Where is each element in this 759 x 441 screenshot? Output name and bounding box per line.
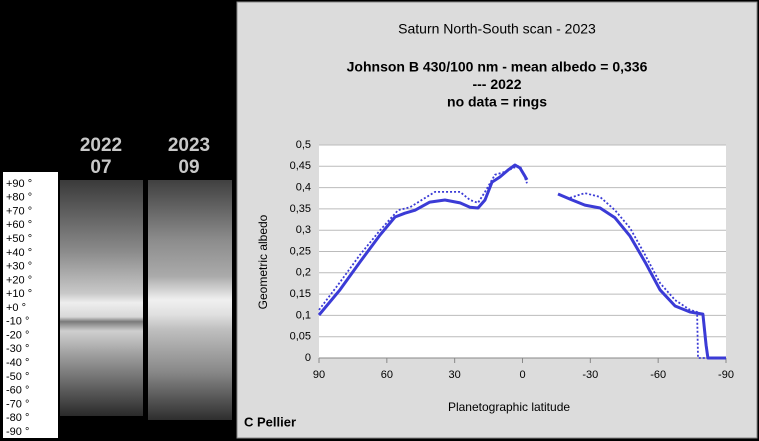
latitude-label: +10 ° — [6, 288, 32, 300]
x-tick-label: 90 — [313, 369, 325, 381]
latitude-label: +60 ° — [6, 219, 32, 231]
y-tick-label: 0,1 — [296, 309, 311, 321]
latitude-label: -10 ° — [6, 316, 29, 328]
latitude-label: +30 ° — [6, 261, 32, 273]
y-tick-label: 0,4 — [296, 182, 311, 194]
latitude-label: +20 ° — [6, 274, 32, 286]
y-tick-label: 0 — [305, 352, 311, 364]
latitude-label: -70 ° — [6, 398, 29, 410]
scan-month: 09 — [178, 157, 199, 178]
latitude-label: -60 ° — [6, 385, 29, 397]
x-tick-label: 0 — [519, 369, 525, 381]
x-tick-label: 30 — [449, 369, 461, 381]
data-line — [317, 163, 726, 360]
latitude-label: -80 ° — [6, 412, 29, 424]
data-line — [318, 165, 726, 359]
scan-strip-2022 — [60, 180, 143, 416]
latitude-label: -20 ° — [6, 329, 29, 341]
y-tick-label: 0,2 — [296, 267, 311, 279]
x-tick-label: -30 — [582, 369, 598, 381]
latitude-label: -30 ° — [6, 343, 29, 355]
scan-month: 07 — [90, 157, 111, 178]
y-axis-label: Geometric albedo — [256, 214, 270, 309]
y-tick-label: 0,15 — [290, 288, 311, 300]
chart-title: Saturn North-South scan - 2023 — [398, 21, 596, 37]
latitude-label: -90 ° — [6, 426, 29, 438]
scan-year: 2023 — [168, 135, 210, 156]
y-tick-label: 0,3 — [296, 224, 311, 236]
latitude-label: +70 ° — [6, 205, 32, 217]
y-tick-label: 0,25 — [290, 245, 311, 257]
chart-subtitle: --- 2022 — [472, 76, 521, 92]
latitude-label: +40 ° — [6, 247, 32, 259]
credit: C Pellier — [244, 414, 296, 429]
scan-strip-2023 — [148, 180, 232, 420]
chart-subtitle: no data = rings — [447, 94, 547, 110]
y-tick-label: 0,45 — [290, 160, 311, 172]
y-tick-label: 0,05 — [290, 331, 311, 343]
latitude-label: +50 ° — [6, 233, 32, 245]
latitude-label: +90 ° — [6, 178, 32, 190]
latitude-label: -50 ° — [6, 371, 29, 383]
latitude-label: +80 ° — [6, 192, 32, 204]
y-tick-label: 0,5 — [296, 139, 311, 151]
latitude-scale — [3, 172, 58, 438]
x-tick-label: 60 — [381, 369, 393, 381]
x-tick-label: -60 — [650, 369, 666, 381]
y-tick-label: 0,35 — [290, 203, 311, 215]
scan-year: 2022 — [80, 135, 122, 156]
latitude-label: +0 ° — [6, 302, 26, 314]
x-tick-label: -90 — [718, 369, 734, 381]
x-axis-label: Planetographic latitude — [448, 400, 570, 414]
latitude-label: -40 ° — [6, 357, 29, 369]
chart-subtitle: Johnson B 430/100 nm - mean albedo = 0,3… — [347, 59, 648, 75]
